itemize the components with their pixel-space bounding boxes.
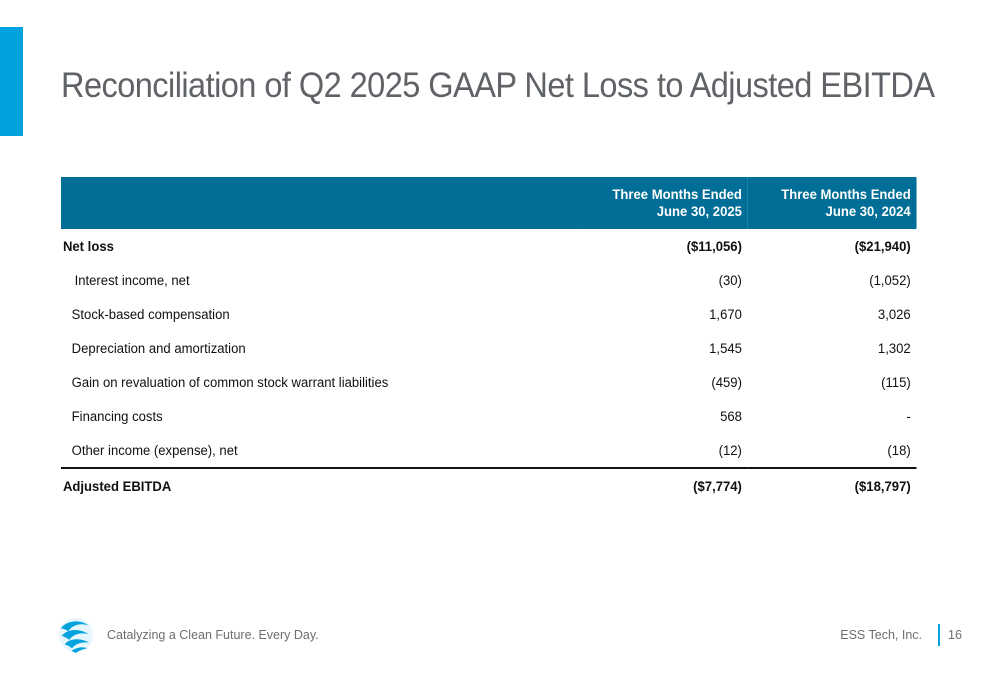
row-value-q2-2024: ($18,797) xyxy=(747,467,917,503)
ess-wave-logo-icon xyxy=(58,617,94,654)
row-label: Financing costs xyxy=(71,408,163,424)
row-value-q2-2025: (12) xyxy=(718,442,742,458)
row-value-q2-2024: (18) xyxy=(887,442,911,458)
footer-company-name: ESS Tech, Inc. xyxy=(840,628,922,642)
footer-tagline: Catalyzing a Clean Future. Every Day. xyxy=(107,628,319,642)
table-row-depreciation-amortization: Depreciation and amortization 1,545 1,30… xyxy=(61,331,917,365)
table-row-interest-income: Interest income, net (30) (1,052) xyxy=(61,263,917,297)
footer-divider xyxy=(938,624,940,646)
table-row-net-loss: Net loss ($11,056) ($21,940) xyxy=(61,229,917,263)
row-value-q2-2024: ($21,940) xyxy=(854,238,911,254)
row-value-q2-2025: 568 xyxy=(720,408,742,424)
reconciliation-table: Three Months Ended June 30, 2025 Three M… xyxy=(61,177,917,503)
title-accent-bar xyxy=(0,27,23,136)
row-value-q2-2024: - xyxy=(906,408,911,424)
row-label: Adjusted EBITDA xyxy=(61,467,579,503)
column-header-label xyxy=(61,177,579,229)
row-value-q2-2024: (1,052) xyxy=(869,272,911,288)
row-label: Depreciation and amortization xyxy=(71,340,246,356)
row-value-q2-2025: (459) xyxy=(711,374,742,390)
row-value-q2-2024: (115) xyxy=(881,374,911,390)
table-row-other-income: Other income (expense), net (12) (18) xyxy=(61,433,917,468)
row-label: Other income (expense), net xyxy=(71,442,238,458)
row-value-q2-2025: 1,545 xyxy=(709,340,742,356)
row-label: Net loss xyxy=(62,238,114,254)
table-row-adjusted-ebitda: Adjusted EBITDA ($7,774) ($18,797) xyxy=(61,467,917,503)
row-value-q2-2025: 1,670 xyxy=(709,306,742,322)
table-row-stock-based-compensation: Stock-based compensation 1,670 3,026 xyxy=(61,297,917,331)
page-number: 16 xyxy=(948,628,962,642)
row-value-q2-2024: 3,026 xyxy=(877,306,911,322)
column-header-q2-2024: Three Months Ended June 30, 2024 xyxy=(781,187,911,219)
table-header-row: Three Months Ended June 30, 2025 Three M… xyxy=(61,177,917,229)
row-label: Interest income, net xyxy=(74,272,190,288)
column-header-q2-2025: Three Months Ended June 30, 2025 xyxy=(612,187,742,219)
table-row-financing-costs: Financing costs 568 - xyxy=(61,399,917,433)
row-label: Gain on revaluation of common stock warr… xyxy=(71,374,389,390)
slide-title: Reconciliation of Q2 2025 GAAP Net Loss … xyxy=(61,66,935,105)
row-value-q2-2025: ($11,056) xyxy=(686,238,742,254)
row-value-q2-2024: 1,302 xyxy=(877,340,911,356)
table-row-warrant-revaluation: Gain on revaluation of common stock warr… xyxy=(61,365,917,399)
row-label: Stock-based compensation xyxy=(71,306,230,322)
row-value-q2-2025: (30) xyxy=(718,272,742,288)
row-value-q2-2025: ($7,774) xyxy=(578,467,748,503)
